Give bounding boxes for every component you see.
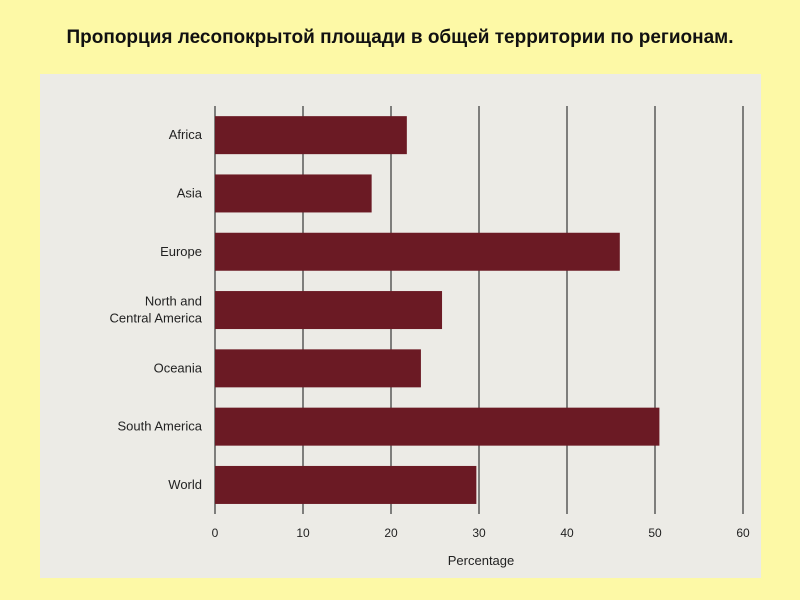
x-tick-label: 0: [212, 526, 219, 540]
bar-oceania: [215, 349, 421, 388]
x-tick-label: 30: [472, 526, 486, 540]
category-label: World: [168, 477, 202, 492]
category-label: North and Central America: [110, 294, 203, 326]
x-axis-title: Percentage: [448, 553, 515, 568]
chart-panel: Africa Asia Europe North and Central America…: [40, 74, 761, 578]
bar-chart: Africa Asia Europe North and Central America…: [110, 106, 750, 568]
category-labels: Africa Asia Europe North and Central America…: [110, 127, 203, 492]
slide-title: Пропорция лесопокрытой площади в общей т…: [66, 27, 734, 48]
x-tick-label: 10: [296, 526, 310, 540]
bar-europe: [215, 232, 620, 271]
category-label: Asia: [177, 185, 203, 200]
x-tick-labels: 0 10 20 30 40 50 60: [212, 526, 750, 540]
bar-north-and-central-america: [215, 291, 443, 330]
x-tick-label: 50: [648, 526, 662, 540]
category-label: South America: [117, 419, 202, 434]
bar-south-america: [215, 407, 660, 446]
bar-asia: [215, 174, 372, 213]
category-label: Europe: [160, 244, 202, 259]
bar-africa: [215, 116, 407, 155]
category-label: Oceania: [154, 360, 203, 375]
category-label: Africa: [169, 127, 203, 142]
x-tick-label: 20: [384, 526, 398, 540]
bar-world: [215, 465, 477, 504]
bars: [215, 116, 660, 504]
x-tick-label: 60: [736, 526, 750, 540]
x-tick-label: 40: [560, 526, 574, 540]
